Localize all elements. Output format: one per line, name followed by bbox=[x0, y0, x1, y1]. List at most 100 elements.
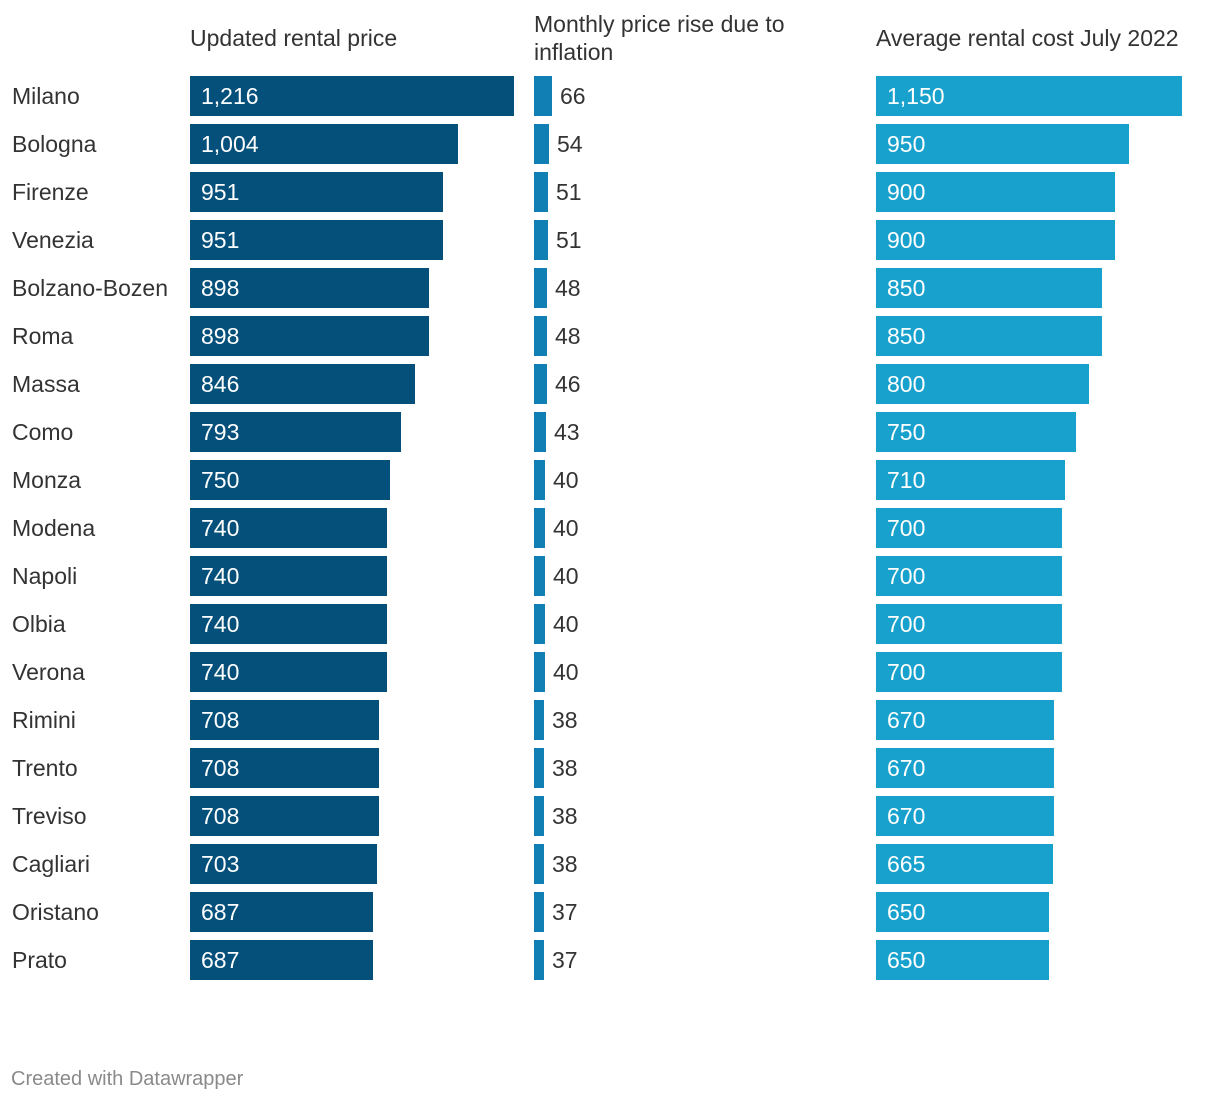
value-label-monthly-price-rise-due-to-inflation-napoli: 40 bbox=[553, 563, 579, 589]
value-label-monthly-price-rise-due-to-inflation-oristano: 37 bbox=[552, 899, 578, 925]
value-label-average-rental-cost-july-2022-venezia: 900 bbox=[887, 227, 926, 253]
bar-updated-rental-price-milano bbox=[190, 76, 514, 116]
value-label-monthly-price-rise-due-to-inflation-venezia: 51 bbox=[556, 227, 582, 253]
value-label-updated-rental-price-massa: 846 bbox=[201, 371, 240, 397]
row-label-modena: Modena bbox=[12, 515, 96, 541]
value-label-average-rental-cost-july-2022-cagliari: 665 bbox=[887, 851, 926, 877]
value-label-updated-rental-price-roma: 898 bbox=[201, 323, 240, 349]
row-label-olbia: Olbia bbox=[12, 611, 66, 637]
bar-updated-rental-price-olbia bbox=[190, 604, 387, 644]
bar-average-rental-cost-july-2022-verona bbox=[876, 652, 1062, 692]
row-label-verona: Verona bbox=[12, 659, 85, 685]
row-label-cagliari: Cagliari bbox=[12, 851, 90, 877]
column-title-monthly-rise-line2: inflation bbox=[534, 39, 614, 65]
bar-average-rental-cost-july-2022-rimini bbox=[876, 700, 1054, 740]
bar-updated-rental-price-firenze bbox=[190, 172, 443, 212]
value-label-updated-rental-price-cagliari: 703 bbox=[201, 851, 240, 877]
value-label-average-rental-cost-july-2022-prato: 650 bbox=[887, 947, 926, 973]
column-title-monthly-rise-line1: Monthly price rise due to bbox=[534, 11, 785, 37]
bar-updated-rental-price-verona bbox=[190, 652, 387, 692]
value-label-average-rental-cost-july-2022-milano: 1,150 bbox=[887, 83, 945, 109]
row-label-bolzano-bozen: Bolzano-Bozen bbox=[12, 275, 168, 301]
bar-updated-rental-price-napoli bbox=[190, 556, 387, 596]
value-label-updated-rental-price-firenze: 951 bbox=[201, 179, 240, 205]
bar-updated-rental-price-rimini bbox=[190, 700, 379, 740]
row-label-firenze: Firenze bbox=[12, 179, 89, 205]
value-label-updated-rental-price-oristano: 687 bbox=[201, 899, 240, 925]
value-label-average-rental-cost-july-2022-verona: 700 bbox=[887, 659, 926, 685]
bar-updated-rental-price-venezia bbox=[190, 220, 443, 260]
bar-average-rental-cost-july-2022-bolzano-bozen bbox=[876, 268, 1102, 308]
bar-updated-rental-price-trento bbox=[190, 748, 379, 788]
value-label-monthly-price-rise-due-to-inflation-rimini: 38 bbox=[552, 707, 578, 733]
value-label-monthly-price-rise-due-to-inflation-milano: 66 bbox=[560, 83, 586, 109]
bar-average-rental-cost-july-2022-trento bbox=[876, 748, 1054, 788]
value-label-updated-rental-price-modena: 740 bbox=[201, 515, 240, 541]
value-label-monthly-price-rise-due-to-inflation-roma: 48 bbox=[555, 323, 581, 349]
bar-monthly-price-rise-due-to-inflation-oristano bbox=[534, 892, 544, 932]
bar-monthly-price-rise-due-to-inflation-prato bbox=[534, 940, 544, 980]
bar-average-rental-cost-july-2022-massa bbox=[876, 364, 1089, 404]
row-label-massa: Massa bbox=[12, 371, 80, 397]
bar-monthly-price-rise-due-to-inflation-verona bbox=[534, 652, 545, 692]
bar-updated-rental-price-cagliari bbox=[190, 844, 377, 884]
row-label-rimini: Rimini bbox=[12, 707, 76, 733]
row-label-napoli: Napoli bbox=[12, 563, 78, 589]
value-label-monthly-price-rise-due-to-inflation-trento: 38 bbox=[552, 755, 578, 781]
value-label-monthly-price-rise-due-to-inflation-como: 43 bbox=[554, 419, 580, 445]
bar-updated-rental-price-roma bbox=[190, 316, 429, 356]
row-label-bologna: Bologna bbox=[12, 131, 97, 157]
value-label-monthly-price-rise-due-to-inflation-modena: 40 bbox=[553, 515, 579, 541]
bar-updated-rental-price-massa bbox=[190, 364, 415, 404]
bar-updated-rental-price-oristano bbox=[190, 892, 373, 932]
value-label-average-rental-cost-july-2022-modena: 700 bbox=[887, 515, 926, 541]
bar-average-rental-cost-july-2022-venezia bbox=[876, 220, 1115, 260]
value-label-updated-rental-price-como: 793 bbox=[201, 419, 240, 445]
value-label-monthly-price-rise-due-to-inflation-bolzano-bozen: 48 bbox=[555, 275, 581, 301]
bar-monthly-price-rise-due-to-inflation-cagliari bbox=[534, 844, 544, 884]
bar-average-rental-cost-july-2022-milano bbox=[876, 76, 1182, 116]
bar-monthly-price-rise-due-to-inflation-modena bbox=[534, 508, 545, 548]
bar-monthly-price-rise-due-to-inflation-monza bbox=[534, 460, 545, 500]
bar-updated-rental-price-bolzano-bozen bbox=[190, 268, 429, 308]
bar-average-rental-cost-july-2022-napoli bbox=[876, 556, 1062, 596]
value-label-monthly-price-rise-due-to-inflation-bologna: 54 bbox=[557, 131, 583, 157]
bar-average-rental-cost-july-2022-firenze bbox=[876, 172, 1115, 212]
value-label-updated-rental-price-trento: 708 bbox=[201, 755, 240, 781]
value-label-average-rental-cost-july-2022-trento: 670 bbox=[887, 755, 926, 781]
value-label-monthly-price-rise-due-to-inflation-firenze: 51 bbox=[556, 179, 582, 205]
value-label-monthly-price-rise-due-to-inflation-verona: 40 bbox=[553, 659, 579, 685]
bar-updated-rental-price-prato bbox=[190, 940, 373, 980]
row-label-oristano: Oristano bbox=[12, 899, 99, 925]
value-label-updated-rental-price-verona: 740 bbox=[201, 659, 240, 685]
value-label-average-rental-cost-july-2022-monza: 710 bbox=[887, 467, 926, 493]
value-label-monthly-price-rise-due-to-inflation-cagliari: 38 bbox=[552, 851, 578, 877]
value-label-average-rental-cost-july-2022-treviso: 670 bbox=[887, 803, 926, 829]
bar-monthly-price-rise-due-to-inflation-massa bbox=[534, 364, 547, 404]
bar-monthly-price-rise-due-to-inflation-rimini bbox=[534, 700, 544, 740]
footer-credit: Created with Datawrapper bbox=[11, 1068, 244, 1090]
value-label-updated-rental-price-venezia: 951 bbox=[201, 227, 240, 253]
bar-average-rental-cost-july-2022-prato bbox=[876, 940, 1049, 980]
value-label-updated-rental-price-rimini: 708 bbox=[201, 707, 240, 733]
value-label-average-rental-cost-july-2022-firenze: 900 bbox=[887, 179, 926, 205]
row-label-treviso: Treviso bbox=[12, 803, 87, 829]
value-label-average-rental-cost-july-2022-como: 750 bbox=[887, 419, 926, 445]
bar-monthly-price-rise-due-to-inflation-firenze bbox=[534, 172, 548, 212]
value-label-updated-rental-price-bolzano-bozen: 898 bbox=[201, 275, 240, 301]
row-label-como: Como bbox=[12, 419, 74, 445]
row-label-prato: Prato bbox=[12, 947, 67, 973]
value-label-updated-rental-price-olbia: 740 bbox=[201, 611, 240, 637]
value-label-updated-rental-price-napoli: 740 bbox=[201, 563, 240, 589]
bar-updated-rental-price-bologna bbox=[190, 124, 458, 164]
bar-updated-rental-price-como bbox=[190, 412, 401, 452]
value-label-monthly-price-rise-due-to-inflation-massa: 46 bbox=[555, 371, 581, 397]
bar-monthly-price-rise-due-to-inflation-treviso bbox=[534, 796, 544, 836]
bar-average-rental-cost-july-2022-olbia bbox=[876, 604, 1062, 644]
bar-updated-rental-price-monza bbox=[190, 460, 390, 500]
value-label-updated-rental-price-milano: 1,216 bbox=[201, 83, 259, 109]
bar-monthly-price-rise-due-to-inflation-napoli bbox=[534, 556, 545, 596]
value-label-updated-rental-price-monza: 750 bbox=[201, 467, 240, 493]
value-label-monthly-price-rise-due-to-inflation-olbia: 40 bbox=[553, 611, 579, 637]
